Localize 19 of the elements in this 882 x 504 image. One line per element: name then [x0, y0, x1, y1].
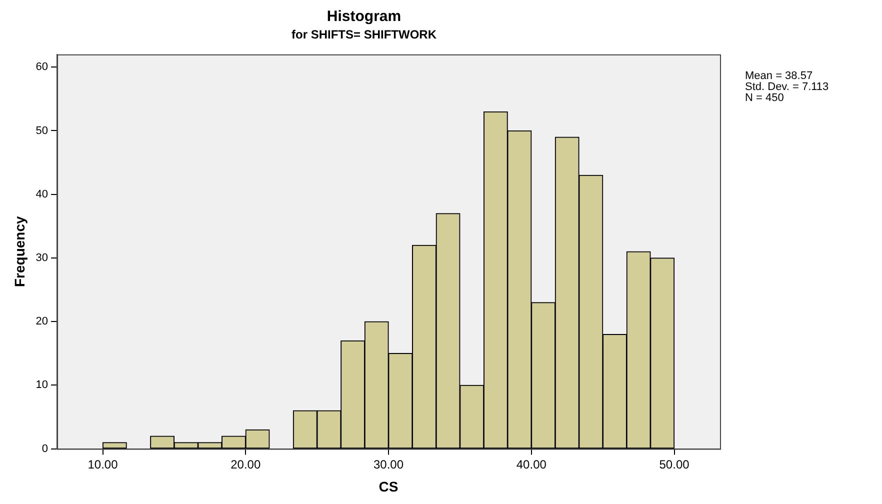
- y-tick-label: 60: [36, 61, 48, 74]
- y-tick-label: 0: [42, 442, 48, 455]
- x-axis-title: CS: [378, 478, 398, 494]
- y-tick-label: 40: [36, 188, 48, 200]
- y-tick-label: 30: [36, 252, 48, 264]
- y-axis-title: Frequency: [11, 216, 28, 288]
- y-tick-label: 20: [36, 316, 48, 328]
- text: N = 450: [745, 92, 784, 104]
- y-tick-label: 50: [36, 124, 48, 137]
- x-tick-label: 30.00: [374, 457, 404, 472]
- x-tick-label: 40.00: [516, 457, 547, 472]
- x-tick-label: 10.00: [88, 457, 118, 472]
- chart-subtitle: for SHIFTS= SHIFTWORK: [292, 28, 437, 42]
- x-tick-label: 50.00: [659, 457, 690, 472]
- x-tick-label: 20.00: [230, 457, 261, 472]
- chart-title: Histogram: [326, 8, 402, 26]
- text: Std. Dev. = 7.113: [745, 80, 829, 93]
- text: Mean = 38.57: [745, 70, 813, 82]
- y-tick-label: 10: [36, 379, 48, 392]
